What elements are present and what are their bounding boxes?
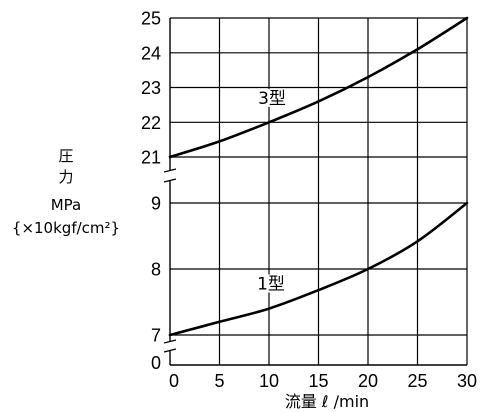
- x-tick-label-20: 20: [358, 371, 378, 391]
- y-tick-label-22: 22: [141, 113, 161, 133]
- curves: [168, 16, 469, 337]
- x-tick-label-5: 5: [214, 371, 224, 391]
- series-label-background-2: [253, 274, 289, 293]
- x-tick-label-10: 10: [259, 371, 279, 391]
- y-axis-unit: MPa: [51, 196, 82, 214]
- y-tick-label-25: 25: [141, 9, 161, 29]
- series-label-2: 1型: [257, 275, 285, 295]
- series-line-1: [168, 16, 469, 159]
- y-tick-label-23: 23: [141, 78, 161, 98]
- y-tick-label-9: 9: [151, 194, 161, 214]
- y-tick-label-0: 0: [151, 353, 161, 373]
- y-tick-label-24: 24: [141, 43, 161, 63]
- y-tick-label-21: 21: [141, 148, 161, 168]
- y-axis-title-line-1: 圧: [58, 147, 73, 165]
- x-tick-label-0: 0: [169, 371, 179, 391]
- y-tick-labels: 7 8 9 21 22 23 24 25 0: [141, 9, 161, 374]
- y-tick-label-7: 7: [151, 326, 161, 346]
- series-line-2: [168, 201, 469, 337]
- y-axis-break-mark-2-b: [163, 348, 177, 353]
- series-label-1: 3型: [258, 89, 286, 109]
- y-axis-break-mark-1-a: [163, 168, 177, 173]
- x-tick-label-30: 30: [457, 371, 477, 391]
- y-axis-break-mark-2-a: [163, 339, 177, 344]
- grid: [170, 17, 468, 365]
- x-tick-label-15: 15: [308, 371, 328, 391]
- x-tick-label-25: 25: [407, 371, 427, 391]
- axes: [163, 18, 467, 366]
- x-axis-title: 流量 ℓ /min: [285, 392, 369, 411]
- y-axis-title-line-2: 力: [58, 168, 73, 186]
- series-labels: 3型 1型: [253, 88, 290, 295]
- y-axis-break-mark-1-b: [163, 178, 177, 183]
- y-axis-unit-alt: {×10kgf/cm²}: [12, 219, 120, 237]
- x-tick-labels: 0 5 10 15 20 25 30: [169, 371, 477, 391]
- y-tick-label-8: 8: [151, 260, 161, 280]
- series-label-background-1: [254, 88, 290, 107]
- y-axis-title: 圧 力 MPa {×10kgf/cm²}: [12, 147, 120, 237]
